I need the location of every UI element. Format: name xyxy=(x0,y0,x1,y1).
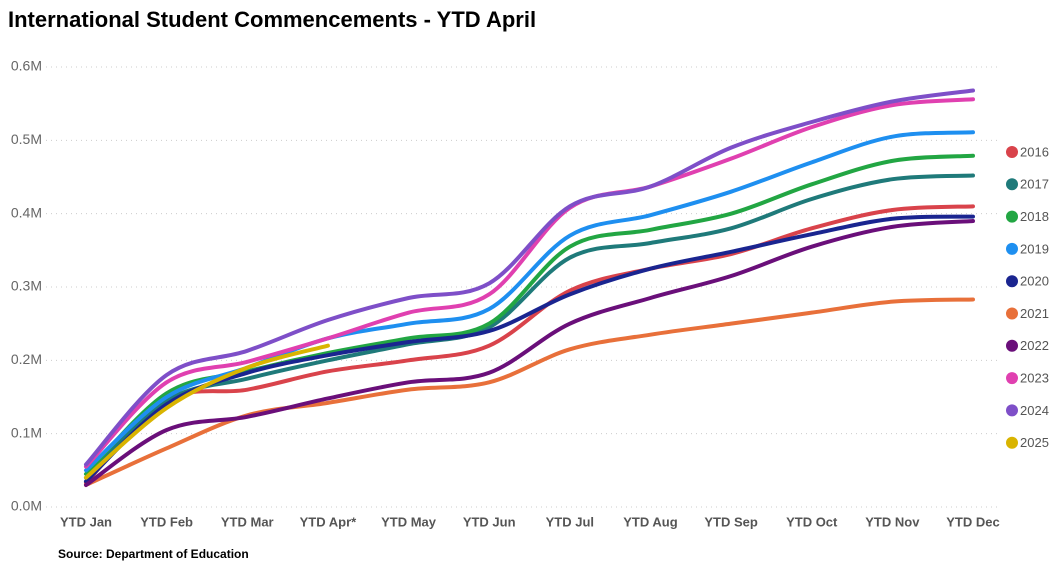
legend-label: 2018 xyxy=(1020,209,1049,224)
x-tick-label: YTD Mar xyxy=(221,514,274,529)
y-tick-label: 0.0M xyxy=(11,498,42,514)
x-tick-label: YTD Jan xyxy=(60,514,112,529)
legend-label: 2024 xyxy=(1020,403,1049,418)
legend-swatch xyxy=(1006,275,1018,288)
legend-swatch xyxy=(1006,178,1018,191)
legend-swatch xyxy=(1006,210,1018,223)
x-tick-label: YTD Apr* xyxy=(300,514,358,529)
y-tick-label: 0.3M xyxy=(11,278,42,294)
legend-label: 2016 xyxy=(1020,144,1049,159)
line-series xyxy=(84,204,975,485)
y-tick-label: 0.4M xyxy=(11,204,42,220)
legend-swatch xyxy=(1006,146,1018,158)
legend-swatch xyxy=(1006,372,1018,385)
x-tick-label: YTD Aug xyxy=(623,514,677,529)
legend-swatch xyxy=(1006,242,1018,255)
x-tick-label: YTD Jul xyxy=(546,514,594,529)
legend-label: 2025 xyxy=(1020,435,1049,450)
x-tick-label: YTD Oct xyxy=(786,514,838,529)
line-series xyxy=(84,343,330,480)
legend-swatch xyxy=(1006,436,1018,449)
x-tick-label: YTD May xyxy=(381,514,437,529)
line-series xyxy=(84,219,975,487)
line-series xyxy=(84,173,975,480)
line-series xyxy=(84,88,975,467)
legend-label: 2020 xyxy=(1020,274,1049,289)
legend-label: 2023 xyxy=(1020,371,1049,386)
legend-swatch xyxy=(1006,404,1018,417)
line-series xyxy=(84,214,975,484)
x-tick-label: YTD Feb xyxy=(140,514,193,529)
legend-label: 2019 xyxy=(1020,241,1049,256)
y-tick-label: 0.1M xyxy=(11,424,42,440)
legend-label: 2017 xyxy=(1020,177,1049,192)
legend-label: 2022 xyxy=(1020,338,1049,353)
legend-label: 2021 xyxy=(1020,306,1049,321)
legend-swatch xyxy=(1006,307,1018,320)
x-tick-label: YTD Nov xyxy=(865,514,920,529)
x-tick-label: YTD Dec xyxy=(946,514,999,529)
line-series xyxy=(84,97,975,469)
y-tick-label: 0.6M xyxy=(11,58,42,74)
x-tick-label: YTD Jun xyxy=(463,514,516,529)
legend-swatch xyxy=(1006,339,1018,352)
chart-title: International Student Commencements - YT… xyxy=(8,7,536,32)
x-tick-label: YTD Sep xyxy=(704,514,758,529)
y-tick-label: 0.5M xyxy=(11,131,42,147)
source: Source: Department of Education xyxy=(58,547,249,561)
y-tick-label: 0.2M xyxy=(11,351,42,367)
